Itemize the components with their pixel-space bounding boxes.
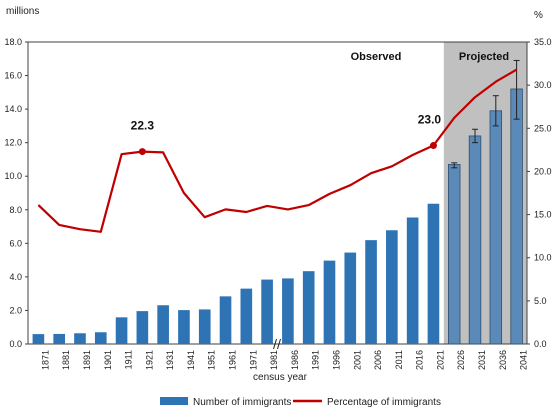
- x-tick-label: 1941: [186, 350, 196, 370]
- left-axis-title: millions: [6, 6, 39, 17]
- observed-region-label: Observed: [351, 51, 402, 63]
- x-tick-label: 2016: [415, 350, 425, 370]
- left-tick-label: 10.0: [4, 171, 22, 181]
- bar-1901: [94, 332, 107, 344]
- x-tick-label: 1921: [144, 350, 154, 370]
- left-tick-label: 8.0: [9, 205, 22, 215]
- right-axis-ticks: 0.0 5.0 10.0 15.0 20.0 25.0 30.0 35.0: [527, 37, 552, 349]
- x-tick-label: 1931: [165, 350, 175, 370]
- legend-label-percentage: Percentage of immigrants: [327, 397, 441, 408]
- right-tick-label: 30.0: [534, 80, 552, 90]
- legend: Number of immigrants Percentage of immig…: [160, 397, 441, 408]
- error-bar-2031: [472, 128, 479, 144]
- x-tick-label: 1971: [248, 350, 258, 370]
- x-tick-label: 1981: [269, 350, 279, 370]
- line-layer: [37, 68, 518, 233]
- left-tick-label: 12.0: [4, 138, 22, 148]
- right-tick-label: 25.0: [534, 123, 552, 133]
- left-tick-label: 14.0: [4, 104, 22, 114]
- bar-1996: [323, 260, 336, 344]
- bar-1951: [198, 309, 211, 344]
- right-tick-label: 35.0: [534, 37, 552, 47]
- x-tick-label: 1991: [311, 350, 321, 370]
- x-tick-label: 1871: [40, 350, 50, 370]
- axis-break-marker: [273, 338, 281, 350]
- x-tick-label: 2011: [394, 350, 404, 369]
- left-tick-label: 16.0: [4, 71, 22, 81]
- bar-1911: [115, 317, 128, 344]
- x-tick-label: 1996: [331, 350, 341, 370]
- bar-1981: [261, 279, 273, 344]
- x-axis-title: census year: [253, 372, 308, 383]
- bar-2016: [406, 217, 419, 344]
- left-tick-label: 2.0: [9, 305, 22, 315]
- bar-2041: [510, 88, 523, 345]
- error-bar-2036: [492, 95, 499, 127]
- bar-2031: [468, 135, 482, 345]
- x-tick-label: 2026: [456, 350, 466, 370]
- bar-2011: [386, 230, 398, 344]
- x-tick-label: 1911: [124, 350, 134, 369]
- bar-2001: [344, 252, 357, 344]
- bar-2021: [427, 203, 440, 344]
- annotation-1921-label: 22.3: [131, 119, 155, 133]
- right-axis-title: %: [534, 10, 543, 21]
- x-tick-label: 1891: [82, 350, 92, 370]
- x-tick-label: 1901: [103, 350, 113, 370]
- bar-1941: [178, 310, 190, 344]
- bar-1921: [136, 311, 149, 344]
- left-tick-label: 0.0: [9, 339, 22, 349]
- legend-label-immigrants: Number of immigrants: [193, 397, 291, 408]
- left-tick-label: 18.0: [4, 37, 22, 47]
- left-axis-ticks: 0.0 2.0 4.0 6.0 8.0 10.0 12.0 14.0 16.0 18.0: [4, 37, 28, 349]
- bar-1881: [53, 333, 66, 344]
- bar-2026: [448, 164, 461, 345]
- bar-1931: [157, 305, 169, 344]
- marker-1921: [138, 148, 146, 156]
- x-tick-label: 2006: [373, 350, 383, 370]
- x-tick-label: 2001: [352, 350, 362, 370]
- right-tick-label: 0.0: [534, 339, 547, 349]
- marker-2021: [429, 142, 437, 150]
- annotation-2021-label: 23.0: [418, 113, 442, 127]
- right-tick-label: 15.0: [534, 210, 552, 220]
- plot-area-border: [27, 41, 528, 345]
- left-tick-label: 4.0: [9, 272, 22, 282]
- bars-layer: [32, 88, 523, 345]
- right-tick-label: 20.0: [534, 166, 552, 176]
- bar-1971: [240, 288, 253, 344]
- x-tick-label: 1881: [61, 350, 71, 370]
- bar-2036: [489, 110, 503, 345]
- projected-region-label: Projected: [459, 51, 509, 63]
- x-tick-label: 1986: [290, 350, 300, 370]
- x-axis-ticks: 1871 1881 1891 1901 1911 1921 1931 1941 1951 1961…: [40, 350, 528, 370]
- left-tick-label: 6.0: [9, 238, 22, 248]
- x-tick-label: 2031: [477, 350, 487, 370]
- percentage-line: [37, 68, 518, 233]
- x-tick-label: 1961: [228, 350, 238, 370]
- x-tick-label: 2041: [519, 350, 529, 370]
- error-bar-2026: [451, 162, 458, 169]
- bar-1891: [74, 333, 86, 344]
- legend-swatch-immigrants: [160, 397, 188, 405]
- right-tick-label: 10.0: [534, 253, 552, 263]
- bar-2006: [365, 240, 377, 344]
- x-tick-label: 2021: [435, 350, 445, 370]
- right-tick-label: 5.0: [534, 296, 547, 306]
- bar-1991: [302, 271, 315, 344]
- bar-1961: [219, 296, 232, 344]
- x-tick-label: 1951: [207, 350, 217, 370]
- bar-1986: [282, 278, 294, 344]
- bar-1871: [32, 334, 45, 344]
- x-tick-label: 2036: [498, 350, 508, 370]
